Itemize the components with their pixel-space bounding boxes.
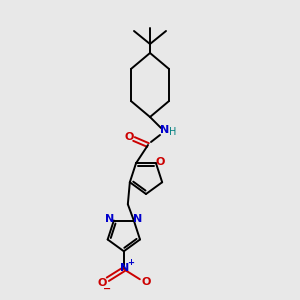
Text: +: + [127,258,134,267]
Text: O: O [124,132,134,142]
Text: H: H [169,127,177,137]
Text: N: N [120,263,130,273]
Text: N: N [133,214,142,224]
Text: −: − [103,284,111,294]
Text: N: N [105,214,115,224]
Text: O: O [155,157,165,167]
Text: O: O [97,278,106,288]
Text: N: N [160,125,169,135]
Text: O: O [141,277,151,287]
